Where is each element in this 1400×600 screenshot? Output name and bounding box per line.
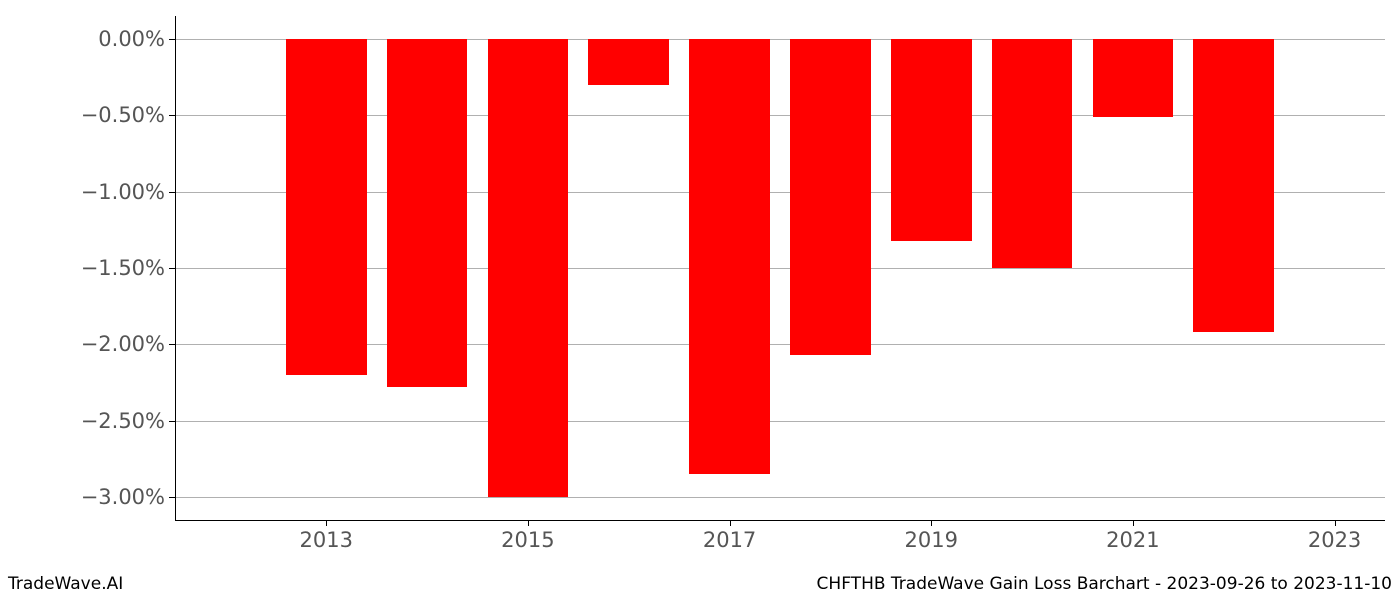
bar	[286, 39, 367, 375]
y-axis-spine	[175, 16, 176, 520]
gridline	[175, 421, 1385, 422]
xtick-label: 2015	[501, 520, 554, 552]
bar	[992, 39, 1073, 268]
ytick-label: −0.50%	[81, 103, 175, 127]
bar	[689, 39, 770, 474]
bar	[1193, 39, 1274, 332]
bar	[387, 39, 468, 387]
xtick-label: 2013	[300, 520, 353, 552]
x-axis-spine	[175, 520, 1385, 521]
gain-loss-barchart: 0.00% −0.50% −1.00% −1.50% −2.00% −2.50% −3.00…	[0, 0, 1400, 600]
plot-area: 0.00%−0.50%−1.00%−1.50%−2.00%−2.50%−3.00…	[175, 16, 1385, 520]
bar	[1093, 39, 1174, 117]
xtick-label: 2019	[905, 520, 958, 552]
ytick-label: −1.00%	[81, 180, 175, 204]
footer-left-brand: TradeWave.AI	[8, 574, 123, 594]
ytick-label: −2.00%	[81, 332, 175, 356]
xtick-label: 2023	[1308, 520, 1361, 552]
ytick-label: −2.50%	[81, 409, 175, 433]
footer-right-caption: CHFTHB TradeWave Gain Loss Barchart - 20…	[817, 574, 1392, 594]
bar	[588, 39, 669, 85]
bar	[790, 39, 871, 355]
xtick-label: 2021	[1106, 520, 1159, 552]
ytick-label: 0.00%	[98, 27, 175, 51]
ytick-label: −1.50%	[81, 256, 175, 280]
gridline	[175, 497, 1385, 498]
ytick-label: −3.00%	[81, 485, 175, 509]
bar	[891, 39, 972, 241]
xtick-label: 2017	[703, 520, 756, 552]
bar	[488, 39, 569, 497]
